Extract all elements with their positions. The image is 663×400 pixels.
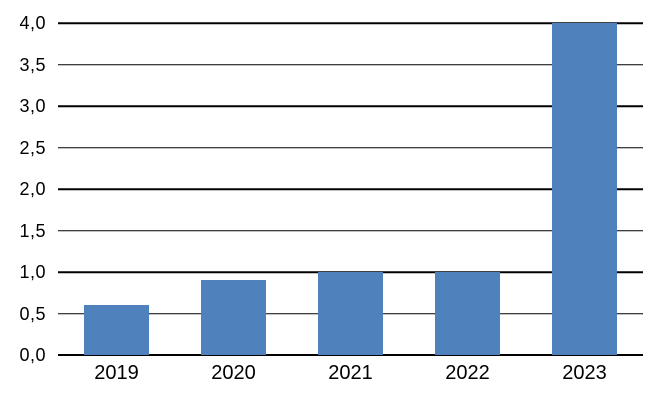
x-tick-label: 2021 <box>328 362 373 384</box>
y-tick-label: 4,0 <box>19 13 46 33</box>
y-tick-label: 3,0 <box>19 96 46 116</box>
gridline <box>58 188 643 190</box>
gridline <box>58 22 643 24</box>
bar-2023 <box>552 23 617 355</box>
bar-2020 <box>201 280 266 355</box>
x-tick-label: 2022 <box>445 362 490 384</box>
y-tick-label: 1,0 <box>19 262 46 282</box>
x-axis-line <box>58 354 643 356</box>
y-tick-label: 0,5 <box>19 303 46 324</box>
x-tick-label: 2019 <box>94 362 139 384</box>
y-tick-label: 3,5 <box>19 54 46 75</box>
y-tick-label: 2,5 <box>19 137 46 158</box>
gridline <box>58 105 643 107</box>
y-tick-label: 1,5 <box>19 220 46 241</box>
plot-area <box>58 22 643 356</box>
y-tick-label: 0,0 <box>19 345 46 365</box>
x-tick-label: 2020 <box>211 362 256 384</box>
gridline <box>58 229 643 232</box>
bar-2019 <box>84 305 149 355</box>
bar-2021 <box>318 272 383 355</box>
gridline <box>58 63 643 66</box>
y-tick-label: 2,0 <box>19 179 46 199</box>
x-tick-label: 2023 <box>562 362 607 384</box>
gridline <box>58 146 643 149</box>
bar-2022 <box>435 272 500 355</box>
